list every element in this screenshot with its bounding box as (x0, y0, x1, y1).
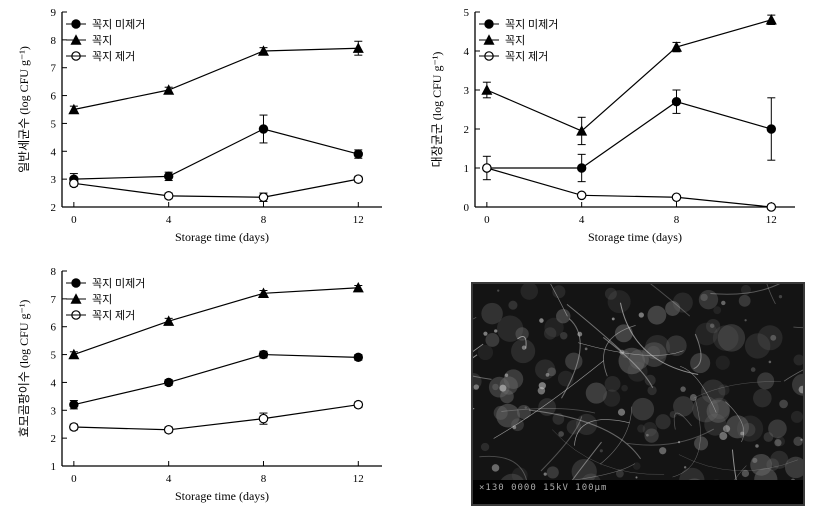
legend-label: 꼭지 제거 (92, 50, 135, 63)
series-line (74, 354, 358, 404)
svg-text:3: 3 (51, 405, 57, 417)
figure-grid: 2345678904812Storage time (days)일반세균수 (l… (0, 0, 826, 517)
svg-text:4: 4 (579, 214, 585, 226)
x-axis-label: Storage time (days) (175, 489, 269, 503)
svg-text:4: 4 (51, 377, 57, 389)
svg-text:8: 8 (51, 35, 57, 47)
svg-text:6: 6 (51, 321, 57, 333)
svg-text:0: 0 (71, 473, 77, 485)
chart-panel-1: 2 3 4 5 6 7 8 9 0 4 8 12 Storage time (days) 일반세균수 (l… (0, 0, 413, 259)
legend-label: 꼭지 미제거 (92, 18, 145, 31)
svg-text:1: 1 (464, 163, 470, 175)
series-line (74, 179, 358, 197)
svg-text:4: 4 (51, 146, 57, 158)
svg-text:1: 1 (51, 461, 57, 473)
svg-text:0: 0 (464, 202, 470, 214)
svg-text:8: 8 (261, 473, 267, 485)
svg-text:8: 8 (261, 214, 267, 226)
svg-text:7: 7 (51, 63, 57, 75)
svg-text:5: 5 (51, 349, 57, 361)
svg-text:2: 2 (464, 124, 470, 136)
series-line (74, 404, 358, 429)
y-axis-label: 일반세균수 (log CFU g⁻¹) (17, 46, 31, 173)
svg-text:12: 12 (353, 473, 364, 485)
series-line (487, 102, 771, 168)
svg-text:8: 8 (674, 214, 680, 226)
y-axis-label: 효모곰팡이수 (log CFU g⁻¹) (17, 299, 31, 437)
svg-text:3: 3 (464, 85, 470, 97)
svg-text:4: 4 (166, 473, 172, 485)
svg-text:5: 5 (51, 118, 57, 130)
svg-text:0: 0 (484, 214, 490, 226)
svg-text:9: 9 (51, 7, 57, 19)
sem-micrograph: ×130 0000 15kV 100µm (471, 282, 805, 506)
legend-label: 꼭지 (92, 293, 112, 306)
svg-text:12: 12 (766, 214, 777, 226)
legend-label: 꼭지 미제거 (92, 277, 145, 290)
sem-caption: ×130 0000 15kV 100µm (473, 480, 803, 504)
line-chart: 2 3 4 5 6 7 8 9 0 4 8 12 Storage time (days) 일반세균수 (l… (0, 0, 410, 255)
svg-text:4: 4 (166, 214, 172, 226)
legend-label: 꼭지 (92, 34, 112, 47)
svg-text:6: 6 (51, 91, 57, 103)
svg-text:0: 0 (71, 214, 77, 226)
chart-panel-3: 1234567804812Storage time (days)효모곰팡이수 (… (0, 259, 413, 517)
x-axis-label: Storage time (days) (175, 230, 269, 244)
line-chart: 1234567804812Storage time (days)효모곰팡이수 (… (0, 259, 410, 514)
svg-text:7: 7 (51, 293, 57, 305)
svg-text:2: 2 (51, 433, 57, 445)
legend-label: 꼭지 제거 (92, 309, 135, 322)
legend-label: 꼭지 제거 (505, 50, 548, 63)
series-line (487, 168, 771, 207)
svg-text:4: 4 (464, 46, 470, 58)
svg-text:8: 8 (51, 266, 57, 278)
svg-text:3: 3 (51, 174, 57, 186)
svg-text:12: 12 (353, 214, 364, 226)
line-chart: 01234504812Storage time (days)대장균군 (log … (413, 0, 823, 255)
sem-micrograph-panel: ×130 0000 15kV 100µm (413, 259, 826, 517)
x-axis-label: Storage time (days) (588, 230, 682, 244)
sem-texture (473, 284, 803, 504)
svg-text:5: 5 (464, 7, 470, 19)
y-axis-label: 대장균군 (log CFU g⁻¹) (430, 52, 444, 168)
legend-label: 꼭지 (505, 34, 525, 47)
legend-label: 꼭지 미제거 (505, 18, 558, 31)
chart-panel-2: 01234504812Storage time (days)대장균군 (log … (413, 0, 826, 259)
series-line (487, 20, 771, 131)
svg-text:2: 2 (51, 202, 57, 214)
series-line (74, 129, 358, 179)
